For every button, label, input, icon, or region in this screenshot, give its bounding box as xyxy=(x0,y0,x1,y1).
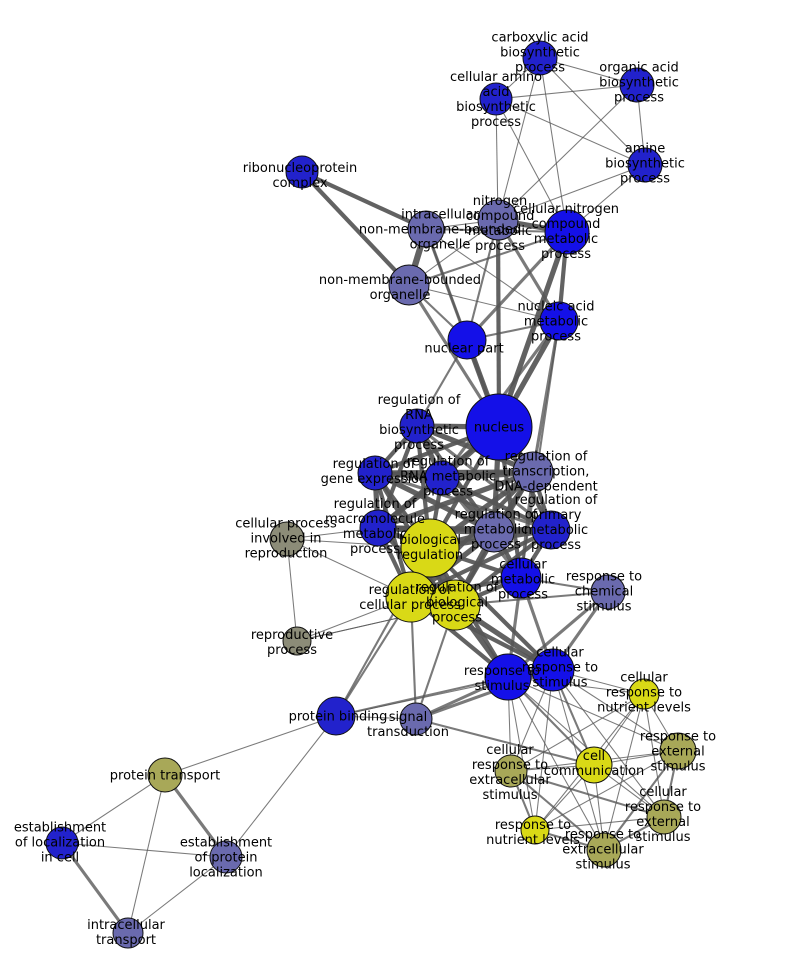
graph-node-cellular-nitrogen-compound-metabolic-process[interactable] xyxy=(544,209,590,255)
graph-node-cell-communication[interactable] xyxy=(575,746,613,784)
graph-edge xyxy=(377,525,552,533)
graph-node-reproductive-process[interactable] xyxy=(282,626,312,656)
graph-edge xyxy=(495,84,638,100)
graph-edge xyxy=(603,693,645,851)
graph-edge xyxy=(300,170,411,287)
graph-node-biological-regulation[interactable] xyxy=(400,518,460,578)
graph-edge xyxy=(225,715,337,858)
graph-edge xyxy=(454,590,609,607)
graph-edge xyxy=(510,693,645,772)
graph-node-regulation-of-biological-process[interactable] xyxy=(429,579,481,631)
graph-edge xyxy=(507,676,679,752)
graph-node-regulation-of-transcription-dna-dependent[interactable] xyxy=(512,451,554,493)
graph-node-cellular-response-to-extracellular-stimulus[interactable] xyxy=(494,754,528,788)
graph-node-protein-transport[interactable] xyxy=(147,757,183,793)
graph-node-signal-transduction[interactable] xyxy=(399,702,433,736)
graph-edge xyxy=(60,842,130,934)
graph-edge xyxy=(415,717,595,767)
graph-edge xyxy=(497,84,638,221)
graph-edge xyxy=(539,57,568,233)
graph-node-establishment-of-localization-in-cell[interactable] xyxy=(45,826,79,860)
graph-node-cellular-response-to-nutrient-levels[interactable] xyxy=(628,678,660,710)
graph-node-regulation-of-metabolic-process[interactable] xyxy=(473,511,515,553)
graph-edge xyxy=(408,284,560,322)
graph-node-response-to-stimulus[interactable] xyxy=(484,653,532,701)
nodes-layer xyxy=(45,40,697,949)
graph-edge xyxy=(373,470,496,535)
graph-node-nucleic-acid-metabolic-process[interactable] xyxy=(539,301,579,341)
graph-edge xyxy=(374,471,552,532)
graph-edge xyxy=(164,715,337,776)
graph-node-cellular-process-involved-in-reproduction[interactable] xyxy=(269,521,305,557)
graph-edge xyxy=(534,669,554,831)
graph-node-establishment-of-protein-localization[interactable] xyxy=(209,840,243,874)
graph-edge xyxy=(441,476,552,532)
graph-node-organic-acid-biosynthetic-process[interactable] xyxy=(619,67,655,103)
graph-edge xyxy=(465,230,569,342)
graph-edge xyxy=(507,676,536,831)
graph-node-response-to-external-stimulus[interactable] xyxy=(659,732,697,770)
edges-layer xyxy=(60,57,680,934)
graph-node-ribonucleoprotein-complex[interactable] xyxy=(285,155,319,189)
graph-edge xyxy=(539,57,646,166)
graph-edge xyxy=(127,774,166,934)
graph-node-cellular-metabolic-process[interactable] xyxy=(500,557,542,599)
graph-node-carboxylic-acid-biosynthetic-process[interactable] xyxy=(522,40,558,76)
graph-node-cellular-response-to-stimulus[interactable] xyxy=(531,648,575,692)
graph-node-regulation-of-primary-metabolic-process[interactable] xyxy=(531,510,571,550)
graph-edge xyxy=(496,231,570,428)
graph-node-response-to-chemical-stimulus[interactable] xyxy=(590,574,626,610)
graph-node-regulation-of-rna-biosynthetic-process[interactable] xyxy=(399,408,435,444)
graph-edge xyxy=(510,769,665,819)
graph-node-response-to-nutrient-levels[interactable] xyxy=(520,815,550,845)
graph-edge xyxy=(408,231,568,286)
graph-edge xyxy=(510,770,605,851)
graph-node-amine-biosynthetic-process[interactable] xyxy=(627,147,663,183)
graph-edge xyxy=(127,856,227,934)
graph-node-cellular-response-to-external-stimulus[interactable] xyxy=(646,799,682,835)
graph-node-nitrogen-compound-metabolic-process[interactable] xyxy=(477,199,519,241)
graph-edge xyxy=(61,774,166,844)
graph-edge xyxy=(465,219,500,341)
graph-node-nuclear-part[interactable] xyxy=(447,320,487,360)
graph-node-nucleus[interactable] xyxy=(465,393,533,461)
graph-node-protein-binding[interactable] xyxy=(316,696,356,736)
graph-edge xyxy=(301,170,427,231)
graph-edge xyxy=(534,816,665,831)
graph-edge xyxy=(61,842,227,858)
graph-edge xyxy=(497,57,541,221)
graph-node-regulation-of-rna-metabolic-process[interactable] xyxy=(424,460,460,496)
graph-node-intracellular-non-membrane-bounded-organelle[interactable] xyxy=(407,210,445,248)
graph-node-non-membrane-bounded-organelle[interactable] xyxy=(388,264,430,306)
graph-edge xyxy=(534,750,679,831)
graph-node-regulation-of-gene-expression[interactable] xyxy=(357,455,393,491)
graph-edge xyxy=(425,228,560,322)
graph-node-cellular-amino-acid-biosynthetic-process[interactable] xyxy=(479,82,513,116)
graph-edge xyxy=(495,98,568,233)
graph-edge xyxy=(497,164,646,221)
graph-edge xyxy=(495,98,646,166)
graph-node-regulation-of-cellular-process[interactable] xyxy=(385,571,437,623)
graph-node-intracellular-transport[interactable] xyxy=(112,917,144,949)
graph-node-regulation-of-macromolecule-metabolic-process[interactable] xyxy=(359,509,397,547)
graph-edge xyxy=(507,676,605,851)
graph-node-response-to-extracellular-stimulus[interactable] xyxy=(586,832,622,868)
